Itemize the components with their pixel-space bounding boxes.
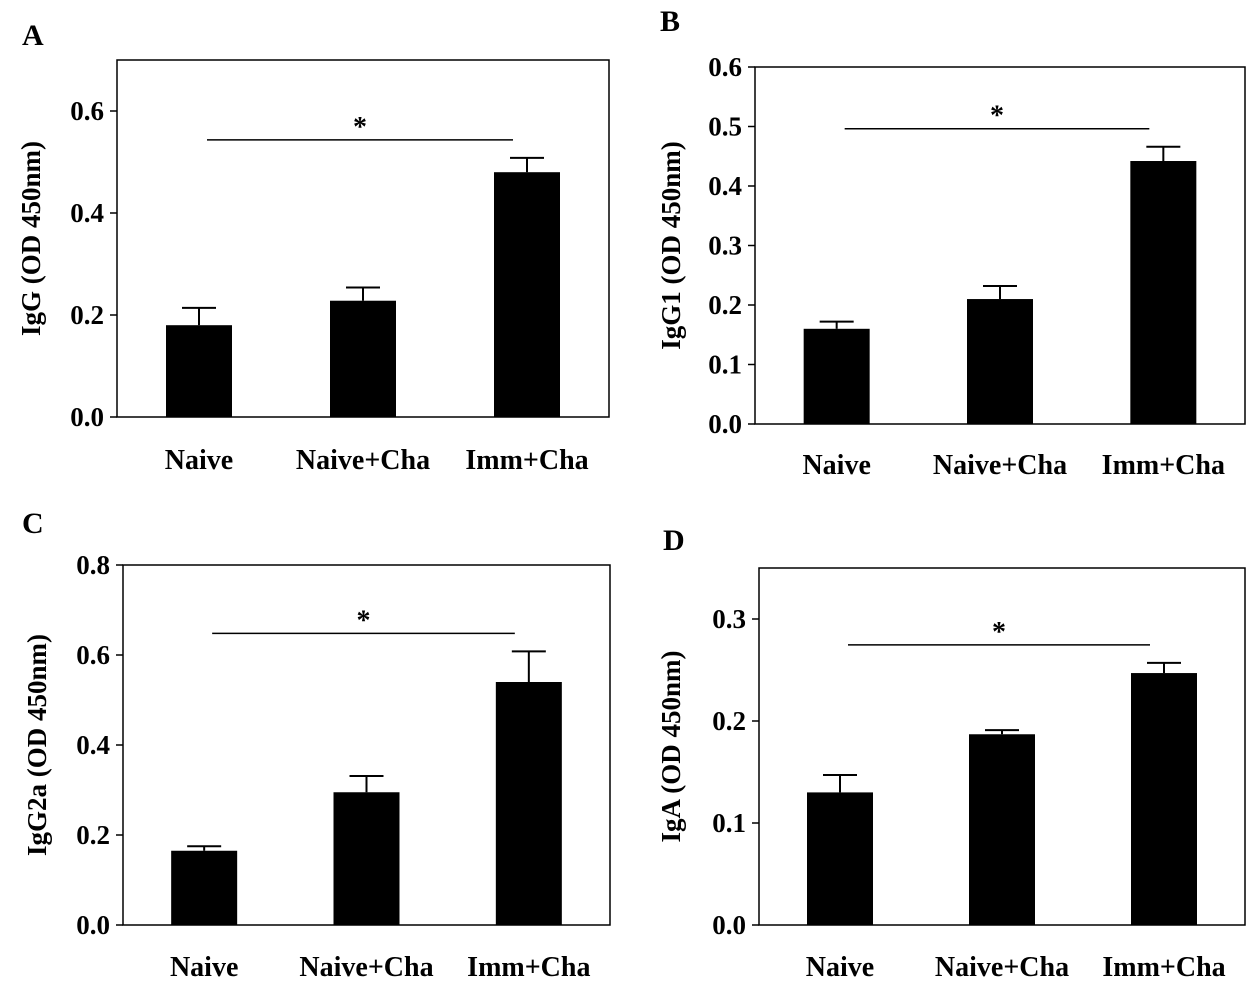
category-label: Naive+Cha (935, 952, 1069, 981)
y-tick-label: 0.6 (708, 52, 742, 82)
y-tick-label: 0.0 (712, 910, 746, 940)
bar (171, 850, 238, 925)
y-axis-label: IgG1 (OD 450nm) (656, 141, 686, 350)
y-tick-label: 0.0 (708, 409, 742, 439)
chart-panel-c: C 0.0 0.2 0.4 0.6 0.8 IgG2a (OD 450nm) Naive Nai… (22, 507, 611, 981)
category-label: Naive+Cha (296, 445, 430, 476)
significance-marker: * (353, 112, 367, 143)
bar (1130, 161, 1197, 424)
category-label: Imm+Cha (467, 952, 590, 981)
y-tick-label: 0.0 (70, 402, 104, 432)
bar (166, 325, 232, 417)
y-tick-label: 0.2 (70, 300, 104, 330)
bar (333, 792, 400, 925)
bar (494, 172, 560, 417)
category-label: Naive (165, 445, 233, 476)
significance-marker: * (990, 101, 1004, 132)
bar (1131, 673, 1197, 925)
y-tick-label: 0.5 (708, 112, 742, 142)
y-tick-label: 0.1 (712, 808, 746, 838)
bar (969, 734, 1035, 925)
category-label: Naive+Cha (299, 952, 433, 981)
y-tick-label: 0.4 (708, 171, 742, 201)
bar (330, 300, 396, 417)
category-label: Naive (802, 450, 870, 481)
category-label: Naive (806, 952, 874, 981)
y-tick-label: 0.6 (76, 640, 110, 670)
chart-panel-a: A 0.0 0.2 0.4 0.6 IgG (OD 450nm) Naive Naive+Ch… (16, 19, 610, 476)
y-axis-label: IgG2a (OD 450nm) (22, 634, 52, 856)
panel-label: B (660, 5, 680, 38)
y-tick-label: 0.3 (712, 604, 746, 634)
category-label: Naive (170, 952, 238, 981)
panel-label: A (22, 19, 44, 52)
y-axis-label: IgA (OD 450nm) (656, 650, 686, 842)
y-tick-label: 0.8 (76, 550, 110, 580)
y-tick-label: 0.6 (70, 96, 104, 126)
category-label: Imm+Cha (465, 445, 588, 476)
y-tick-label: 0.2 (712, 706, 746, 736)
y-tick-label: 0.1 (708, 350, 742, 380)
y-tick-label: 0.2 (708, 290, 742, 320)
bar (807, 792, 873, 925)
bar (803, 328, 870, 424)
y-axis-label: IgG (OD 450nm) (16, 141, 46, 336)
bar (495, 682, 562, 925)
chart-panel-b: B 0.0 0.1 0.2 0.3 0.4 0.5 0.6 IgG1 (OD 450nm) Nai… (656, 5, 1246, 481)
bar (967, 299, 1033, 424)
category-label: Naive+Cha (933, 450, 1067, 481)
y-tick-label: 0.0 (76, 910, 110, 940)
y-tick-label: 0.4 (76, 730, 110, 760)
panel-label: D (663, 524, 685, 557)
y-tick-label: 0.3 (708, 231, 742, 261)
panel-label: C (22, 507, 44, 540)
y-tick-label: 0.2 (76, 820, 110, 850)
y-tick-label: 0.4 (70, 198, 104, 228)
category-label: Imm+Cha (1102, 450, 1225, 481)
significance-marker: * (357, 605, 371, 636)
category-label: Imm+Cha (1102, 952, 1225, 981)
chart-panel-d: D 0.0 0.1 0.2 0.3 IgA (OD 450nm) Naive Naive+Ch… (656, 524, 1246, 981)
significance-marker: * (992, 617, 1006, 648)
